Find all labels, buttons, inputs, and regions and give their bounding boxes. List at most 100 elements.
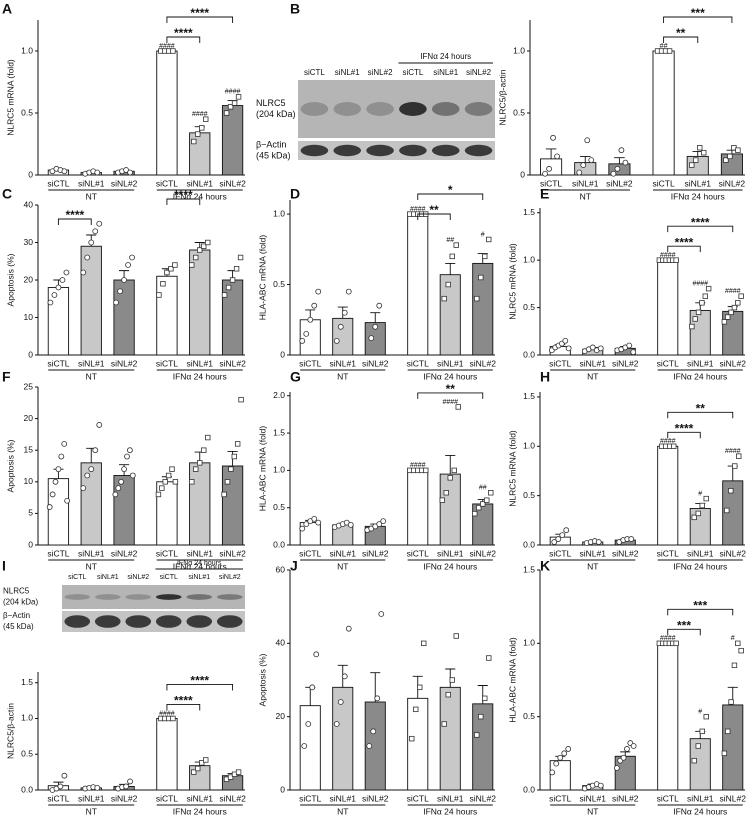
data-point	[738, 647, 744, 654]
blot-band	[431, 144, 460, 157]
data-point	[409, 735, 415, 742]
data-point	[559, 532, 566, 539]
significance-label: ***	[693, 599, 707, 613]
lane-label: siCTL	[304, 68, 325, 77]
data-point	[486, 655, 492, 661]
significance-label: ****	[65, 208, 84, 222]
data-point	[692, 316, 698, 322]
data-point	[231, 100, 238, 106]
data-point	[557, 754, 564, 761]
data-point	[378, 611, 385, 617]
x-tick-label: siNL#2	[111, 178, 138, 188]
y-tick-label: 1.5	[523, 391, 535, 401]
data-point	[474, 732, 480, 738]
y-tick-label: 0	[280, 784, 285, 794]
y-tick-label: 0.0	[523, 784, 535, 794]
data-point	[555, 536, 562, 542]
data-point	[417, 684, 423, 691]
x-tick-label: siCTL	[299, 358, 321, 368]
bar	[299, 319, 321, 356]
y-axis-label: Apoptosis (%)	[5, 253, 15, 306]
data-point	[736, 453, 742, 459]
x-tick-label: siNL#2	[606, 178, 633, 188]
data-point	[121, 277, 127, 283]
group-label: IFNα 24 hours	[173, 561, 227, 571]
y-tick-label: 0	[28, 539, 33, 549]
significance-bracket	[667, 431, 701, 439]
error-bar	[370, 312, 381, 323]
data-point	[172, 479, 179, 485]
blot-band	[300, 144, 329, 157]
data-point	[735, 300, 741, 306]
significance-label: **	[429, 203, 439, 217]
x-tick-label: siCTL	[549, 548, 571, 558]
y-tick-label: 2.0	[273, 390, 285, 400]
x-tick-label: siNL#2	[612, 358, 639, 368]
data-point	[699, 728, 705, 735]
data-point	[315, 519, 322, 526]
significance-hash: ####	[442, 399, 458, 406]
data-point	[449, 253, 455, 260]
data-point	[51, 292, 58, 298]
data-point	[168, 266, 174, 272]
data-point	[124, 453, 130, 460]
y-tick-label: 0.0	[21, 784, 33, 794]
data-point	[96, 422, 103, 428]
data-point	[565, 345, 572, 352]
data-point	[691, 757, 697, 764]
x-tick-label: siCTL	[549, 793, 571, 803]
significance-label: *	[448, 183, 453, 197]
significance-bracket	[166, 16, 234, 23]
blot-band	[94, 615, 121, 628]
x-tick-label: siNL#1	[437, 793, 464, 803]
band-label: (45 kDa)	[256, 150, 291, 160]
bar	[156, 481, 178, 546]
data-point	[337, 699, 344, 705]
x-tick-label: siNL#1	[685, 178, 712, 188]
data-point	[691, 514, 697, 521]
data-point	[588, 157, 595, 164]
data-point	[118, 478, 125, 485]
significance-label: ****	[691, 215, 710, 229]
data-point	[203, 757, 209, 763]
data-point	[46, 504, 53, 510]
y-tick-label: 0.5	[21, 748, 33, 758]
data-point	[735, 640, 741, 647]
group-label: NT	[337, 561, 348, 571]
data-point	[221, 491, 227, 498]
x-tick-label: siCTL	[657, 548, 679, 558]
panel-letter: E	[540, 186, 549, 202]
group-label: NT	[587, 561, 598, 571]
data-point	[170, 715, 176, 722]
blot-band	[464, 102, 493, 116]
bar	[189, 462, 211, 546]
significance-bracket	[57, 218, 92, 225]
data-point	[482, 253, 488, 260]
significance-label: ***	[677, 619, 691, 633]
y-tick-label: 0.5	[273, 279, 285, 289]
data-point	[92, 447, 99, 454]
data-point	[728, 309, 734, 316]
data-point	[443, 490, 449, 496]
bar	[221, 279, 244, 356]
significance-hash: ####	[660, 635, 676, 642]
y-axis-label: HLA-ABC mRNA (fold)	[257, 426, 267, 512]
x-tick-label: siNL#2	[470, 358, 497, 368]
x-tick-label: siCTL	[156, 358, 178, 368]
data-point	[61, 772, 68, 779]
band-label: NLRC5	[256, 98, 286, 108]
y-tick-label: 40	[276, 638, 286, 648]
lane-label: siNL#1	[433, 68, 458, 77]
data-point	[562, 337, 569, 344]
y-axis-label: NLRC5/β-actin	[5, 703, 15, 759]
data-point	[728, 488, 734, 494]
lane-label: siNL#2	[219, 574, 241, 581]
data-point	[449, 677, 455, 683]
data-point	[478, 274, 484, 281]
data-point	[723, 157, 729, 163]
data-point	[159, 485, 165, 491]
data-point	[112, 491, 119, 498]
data-point	[725, 314, 731, 320]
data-point	[205, 239, 211, 246]
significance-label: ****	[174, 694, 193, 708]
